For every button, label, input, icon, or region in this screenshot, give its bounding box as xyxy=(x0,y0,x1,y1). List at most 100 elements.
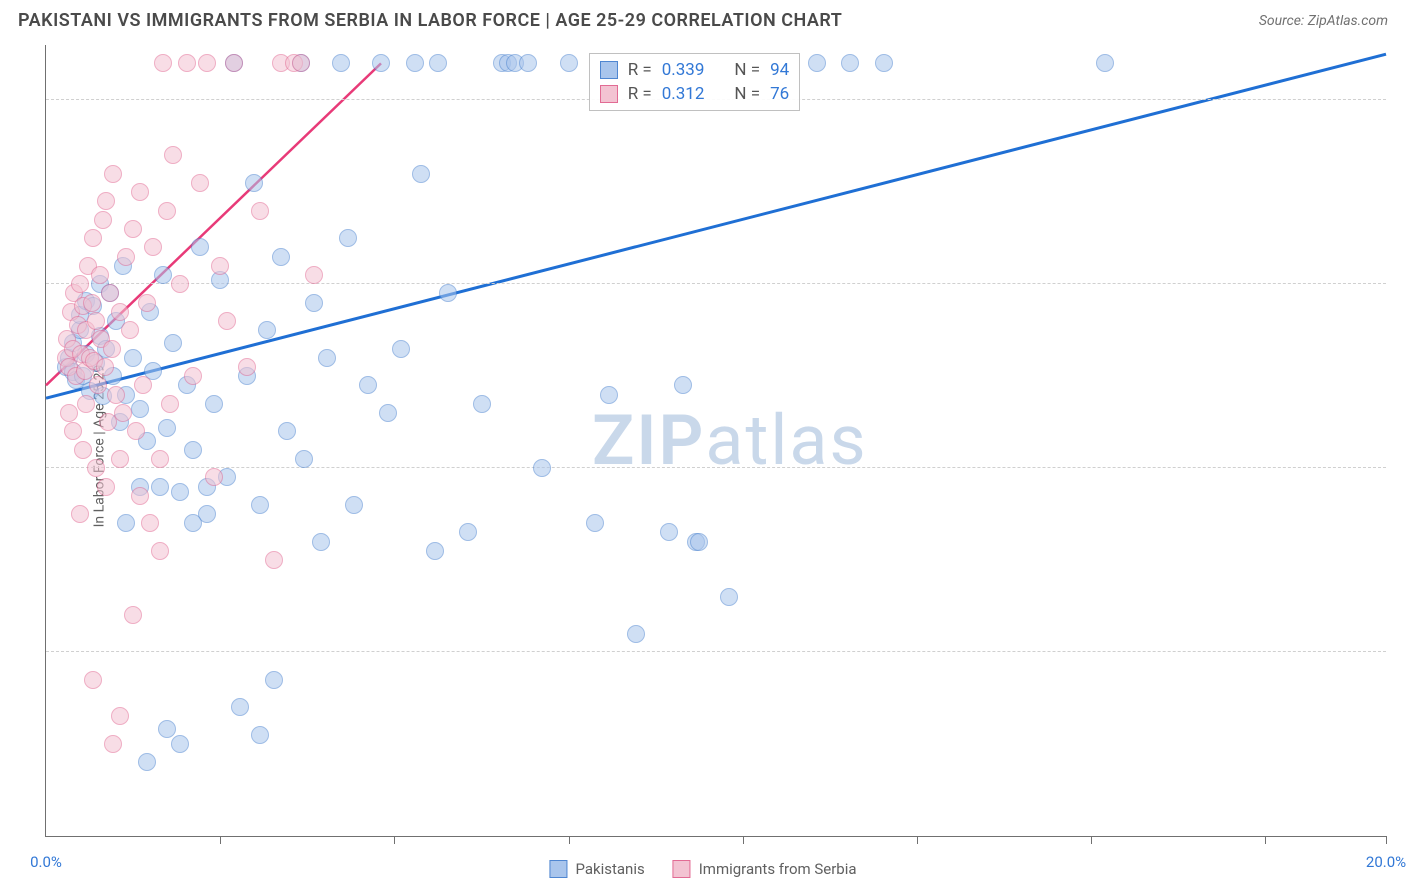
scatter-point xyxy=(103,340,121,358)
scatter-point xyxy=(295,450,313,468)
chart-title: PAKISTANI VS IMMIGRANTS FROM SERBIA IN L… xyxy=(18,10,842,31)
scatter-point xyxy=(117,514,135,532)
scatter-point xyxy=(178,54,196,72)
scatter-point xyxy=(439,284,457,302)
scatter-point xyxy=(560,54,578,72)
scatter-point xyxy=(164,334,182,352)
scatter-point xyxy=(258,321,276,339)
scatter-point xyxy=(158,202,176,220)
scatter-point xyxy=(426,542,444,560)
scatter-point xyxy=(305,294,323,312)
scatter-point xyxy=(94,211,112,229)
scatter-point xyxy=(87,459,105,477)
stat-r-value: 0.339 xyxy=(662,60,705,80)
legend-square-icon xyxy=(549,860,567,878)
scatter-point xyxy=(134,376,152,394)
scatter-point xyxy=(265,551,283,569)
scatter-point xyxy=(84,229,102,247)
scatter-point xyxy=(89,376,107,394)
stat-n-value: 76 xyxy=(770,84,789,104)
scatter-point xyxy=(238,358,256,376)
stat-r-value: 0.312 xyxy=(662,84,705,104)
scatter-point xyxy=(473,395,491,413)
scatter-point xyxy=(191,238,209,256)
scatter-point xyxy=(138,753,156,771)
scatter-point xyxy=(231,698,249,716)
watermark: ZIPatlas xyxy=(592,400,868,482)
scatter-point xyxy=(77,395,95,413)
stat-n-label: N = xyxy=(734,84,760,104)
scatter-point xyxy=(107,386,125,404)
scatter-point xyxy=(841,54,859,72)
scatter-point xyxy=(875,54,893,72)
scatter-point xyxy=(91,266,109,284)
scatter-point xyxy=(533,459,551,477)
scatter-point xyxy=(690,533,708,551)
scatter-point xyxy=(117,248,135,266)
scatter-point xyxy=(392,340,410,358)
scatter-point xyxy=(101,284,119,302)
scatter-point xyxy=(64,422,82,440)
x-tick-mark xyxy=(917,836,918,844)
y-tick-label: 100.0% xyxy=(1396,73,1406,91)
scatter-point xyxy=(318,349,336,367)
stats-row: R =0.339N =94 xyxy=(600,58,790,82)
legend-label: Pakistanis xyxy=(575,860,644,878)
plot-area: ZIPatlas 70.0%80.0%90.0%100.0%0.0%20.0%R… xyxy=(45,45,1386,837)
scatter-point xyxy=(138,294,156,312)
gridline xyxy=(46,283,1386,284)
scatter-point xyxy=(60,404,78,422)
scatter-point xyxy=(674,376,692,394)
y-tick-label: 70.0% xyxy=(1396,625,1406,643)
scatter-point xyxy=(1096,54,1114,72)
scatter-point xyxy=(131,183,149,201)
scatter-point xyxy=(171,735,189,753)
y-tick-label: 80.0% xyxy=(1396,441,1406,459)
scatter-point xyxy=(245,174,263,192)
scatter-point xyxy=(121,321,139,339)
scatter-point xyxy=(305,266,323,284)
scatter-point xyxy=(151,450,169,468)
x-tick-mark xyxy=(220,836,221,844)
scatter-point xyxy=(720,588,738,606)
scatter-point xyxy=(151,542,169,560)
scatter-point xyxy=(114,404,132,422)
scatter-point xyxy=(104,735,122,753)
scatter-point xyxy=(97,192,115,210)
scatter-point xyxy=(184,441,202,459)
scatter-point xyxy=(154,266,172,284)
scatter-point xyxy=(312,533,330,551)
legend-square-icon xyxy=(673,860,691,878)
scatter-point xyxy=(151,478,169,496)
stats-box: R =0.339N =94R =0.312N =76 xyxy=(589,53,801,111)
stat-r-label: R = xyxy=(628,84,652,104)
scatter-point xyxy=(218,312,236,330)
x-tick-label: 20.0% xyxy=(1366,853,1406,871)
scatter-point xyxy=(144,238,162,256)
legend-label: Immigrants from Serbia xyxy=(699,860,857,878)
scatter-point xyxy=(141,514,159,532)
scatter-point xyxy=(359,376,377,394)
scatter-point xyxy=(225,54,243,72)
stat-r-label: R = xyxy=(628,60,652,80)
scatter-point xyxy=(459,523,477,541)
scatter-point xyxy=(586,514,604,532)
scatter-point xyxy=(379,404,397,422)
gridline xyxy=(46,467,1386,468)
scatter-point xyxy=(131,400,149,418)
scatter-point xyxy=(205,395,223,413)
series-square-icon xyxy=(600,61,618,79)
legend-item-pakistanis: Pakistanis xyxy=(549,860,644,878)
x-tick-mark xyxy=(1265,836,1266,844)
scatter-point xyxy=(96,358,114,376)
x-tick-mark xyxy=(569,836,570,844)
scatter-point xyxy=(158,720,176,738)
scatter-point xyxy=(184,514,202,532)
scatter-point xyxy=(251,726,269,744)
scatter-point xyxy=(519,54,537,72)
scatter-point xyxy=(808,54,826,72)
scatter-point xyxy=(87,312,105,330)
scatter-point xyxy=(292,54,310,72)
scatter-point xyxy=(158,419,176,437)
scatter-point xyxy=(412,165,430,183)
